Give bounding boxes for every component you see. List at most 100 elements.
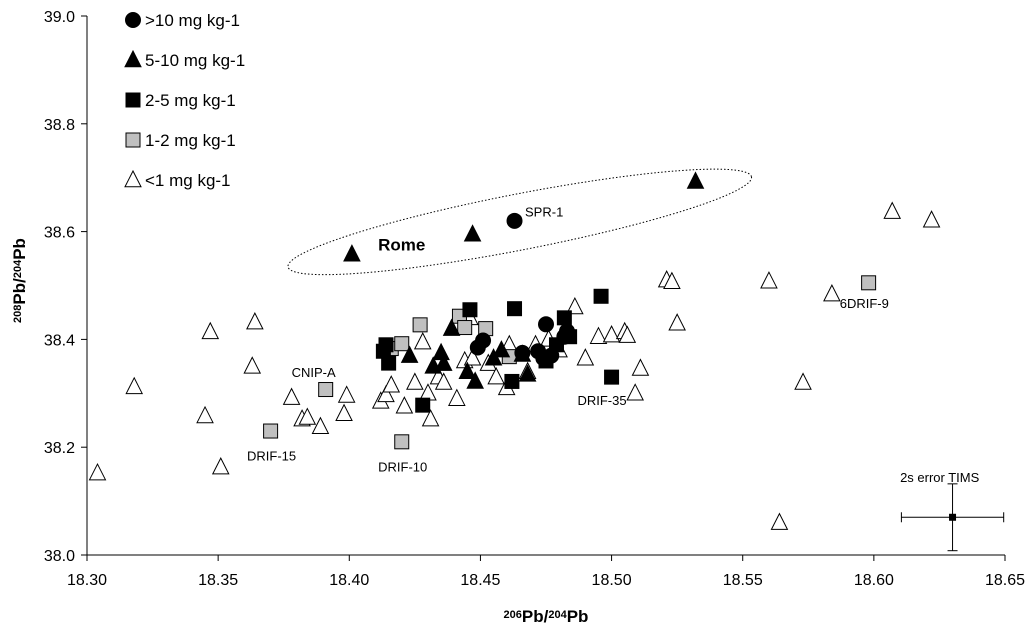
y-axis-title-sup1: 208 <box>12 305 24 323</box>
x-axis-title-sup2: 204 <box>548 609 567 621</box>
legend: >10 mg kg-1 5-10 mg kg-1 2-5 mg kg-1 1-2 mg… <box>124 11 245 190</box>
data-point <box>668 313 686 331</box>
data-point <box>463 224 482 242</box>
legend-marker <box>124 49 142 68</box>
data-point <box>518 364 537 382</box>
x-axis-title-mid2: Pb <box>567 607 589 626</box>
error-bar-marker <box>949 513 957 521</box>
data-point <box>462 302 478 318</box>
data-point <box>311 416 330 434</box>
data-point <box>298 407 317 425</box>
x-tick-label: 18.30 <box>67 572 107 589</box>
data-point <box>506 212 523 229</box>
x-axis-title: 206Pb/204Pb <box>504 607 589 626</box>
y-tick-label: 38.6 <box>44 225 75 242</box>
data-point <box>88 462 107 481</box>
data-point <box>492 340 511 358</box>
data-point <box>318 382 334 398</box>
data-point <box>861 275 877 291</box>
y-tick-label: 38.0 <box>44 548 75 565</box>
annotation-label: Rome <box>378 235 425 254</box>
data-point <box>378 337 394 353</box>
y-tick-label: 38.4 <box>44 332 75 349</box>
data-point <box>576 348 595 366</box>
data-point <box>883 201 902 219</box>
data-point <box>263 423 279 439</box>
data-point <box>770 512 789 530</box>
y-tick-label: 38.2 <box>44 440 75 457</box>
data-point <box>415 397 431 413</box>
data-point <box>196 405 214 424</box>
annotation-label: SPR-1 <box>525 205 563 220</box>
legend-label: >10 mg kg-1 <box>145 11 240 30</box>
data-point <box>663 271 681 289</box>
data-point <box>413 331 432 350</box>
annotation-label: DRIF-10 <box>378 459 427 474</box>
data-point <box>343 244 361 262</box>
legend-label: <1 mg kg-1 <box>145 171 231 190</box>
x-tick-label: 18.50 <box>592 572 632 589</box>
data-point <box>823 284 841 302</box>
data-point <box>434 372 453 390</box>
data-point <box>631 358 650 376</box>
x-tick-label: 18.40 <box>329 572 369 589</box>
data-point <box>211 457 230 475</box>
series-0 <box>469 212 575 367</box>
data-point <box>412 317 428 333</box>
data-point <box>514 344 531 361</box>
data-point <box>125 376 144 395</box>
x-axis-title-mid1: Pb/ <box>522 607 549 626</box>
annotation-label: 6DRIF-9 <box>840 296 889 311</box>
data-point <box>335 403 353 422</box>
data-point <box>382 375 401 393</box>
annotation-label: DRIF-15 <box>247 449 296 464</box>
y-axis-title: 208Pb/204Pb <box>10 238 29 323</box>
data-point <box>243 356 262 374</box>
y-axis-title-mid1: Pb/ <box>10 278 29 305</box>
y-tick-label: 38.8 <box>44 117 75 134</box>
data-point <box>626 383 644 401</box>
data-point <box>246 312 264 330</box>
data-point <box>381 355 397 371</box>
x-axis-title-sup1: 206 <box>504 609 522 621</box>
annotation-label: DRIF-35 <box>577 393 626 408</box>
data-point <box>604 369 620 385</box>
data-point <box>463 348 482 366</box>
data-point <box>377 384 395 403</box>
data-point <box>432 342 450 361</box>
x-tick-label: 18.55 <box>723 572 763 589</box>
series-3 <box>263 275 877 450</box>
legend-marker <box>125 132 141 148</box>
y-tick-label: 39.0 <box>44 9 75 26</box>
annotation-label: 2s error TIMS <box>900 470 980 485</box>
data-point <box>434 353 453 371</box>
data-point <box>686 171 705 189</box>
legend-marker <box>125 12 141 28</box>
data-point <box>556 310 572 326</box>
data-point <box>448 388 466 406</box>
data-point <box>421 409 440 427</box>
data-point <box>201 321 220 340</box>
data-point <box>458 361 477 379</box>
x-tick-label: 18.35 <box>198 572 238 589</box>
data-point <box>566 296 584 315</box>
data-point <box>487 367 505 385</box>
data-point <box>466 371 484 389</box>
data-point <box>602 324 621 343</box>
data-point <box>593 288 609 304</box>
data-point <box>589 326 608 344</box>
annotation-label: CNIP-A <box>292 365 336 380</box>
x-tick-label: 18.60 <box>854 572 894 589</box>
data-point <box>543 347 560 364</box>
data-point <box>794 372 812 390</box>
data-point <box>442 318 461 336</box>
data-point <box>406 372 424 390</box>
x-tick-label: 18.45 <box>460 572 500 589</box>
data-point <box>556 328 573 345</box>
data-point <box>337 385 356 403</box>
x-tick-label: 18.65 <box>985 572 1025 589</box>
data-point <box>618 325 637 343</box>
data-point <box>504 373 520 389</box>
